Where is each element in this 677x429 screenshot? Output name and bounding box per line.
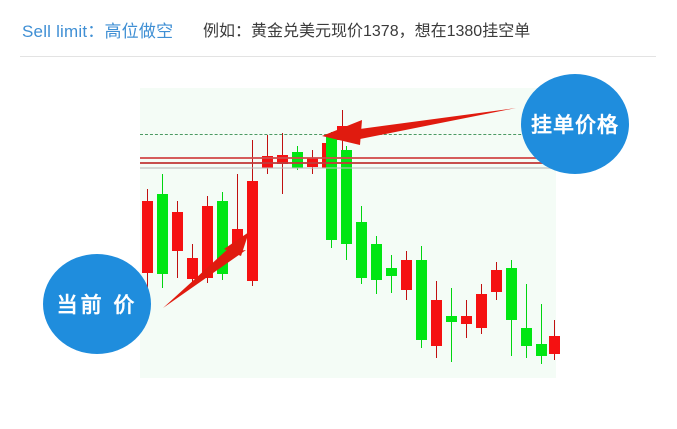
candlestick <box>476 88 487 378</box>
candle-body <box>549 336 560 354</box>
candle-body <box>521 328 532 346</box>
candlestick <box>549 88 560 378</box>
candlestick-chart <box>140 88 560 378</box>
callout-current-price-label: 当前 价 <box>56 294 138 317</box>
header-divider <box>20 56 656 57</box>
candlestick <box>371 88 382 378</box>
callout-pending-price-label: 挂单价格 <box>531 114 619 137</box>
candle-body <box>371 244 382 280</box>
candle-body <box>217 201 228 274</box>
candle-wick <box>266 135 269 174</box>
candlestick <box>461 88 472 378</box>
candle-wick <box>525 284 528 358</box>
price-line-current-price-shadow <box>140 167 556 169</box>
candlestick <box>157 88 168 378</box>
candles-layer <box>140 88 560 378</box>
candlestick <box>491 88 502 378</box>
candle-wick <box>236 174 239 253</box>
candlestick <box>341 88 352 378</box>
candle-body <box>386 268 397 276</box>
candlestick <box>356 88 367 378</box>
price-line-current-price-upper <box>140 157 556 159</box>
candle-body <box>446 316 457 322</box>
candle-body <box>491 270 502 292</box>
candle-body <box>247 181 258 281</box>
candle-body <box>356 222 367 278</box>
header: Sell limit：高位做空 例如：黄金兑美元现价1378，想在1380挂空单 <box>0 0 677 56</box>
candlestick <box>506 88 517 378</box>
callout-current-price[interactable]: 当前 价 <box>43 254 151 354</box>
candlestick <box>401 88 412 378</box>
candle-body <box>172 212 183 251</box>
candlestick <box>277 88 288 378</box>
candle-body <box>476 294 487 328</box>
candlestick <box>416 88 427 378</box>
candle-body <box>461 316 472 324</box>
candlestick <box>536 88 547 378</box>
candle-body <box>416 260 427 340</box>
candlestick <box>247 88 258 378</box>
candle-body <box>326 136 337 240</box>
example-note: 例如：黄金兑美元现价1378，想在1380挂空单 <box>203 23 531 40</box>
price-line-current-price-lower <box>140 162 556 164</box>
candle-body <box>142 201 153 273</box>
candlestick <box>326 88 337 378</box>
candle-body <box>292 152 303 168</box>
candle-wick <box>450 288 453 362</box>
candle-wick <box>540 304 543 364</box>
candlestick <box>386 88 397 378</box>
candle-body <box>536 344 547 356</box>
callout-pending-price[interactable]: 挂单价格 <box>521 74 629 174</box>
candlestick <box>431 88 442 378</box>
candle-body <box>431 300 442 346</box>
candlestick <box>142 88 153 378</box>
price-line-pending-order-price <box>140 134 556 135</box>
candle-body <box>401 260 412 290</box>
candle-body <box>277 155 288 164</box>
candlestick <box>446 88 457 378</box>
candle-body <box>341 150 352 244</box>
price-lines-layer <box>140 88 556 378</box>
candle-body <box>157 194 168 274</box>
candlestick <box>217 88 228 378</box>
candle-body <box>506 268 517 320</box>
page-title: Sell limit：高位做空 <box>22 22 174 41</box>
candlestick <box>521 88 532 378</box>
